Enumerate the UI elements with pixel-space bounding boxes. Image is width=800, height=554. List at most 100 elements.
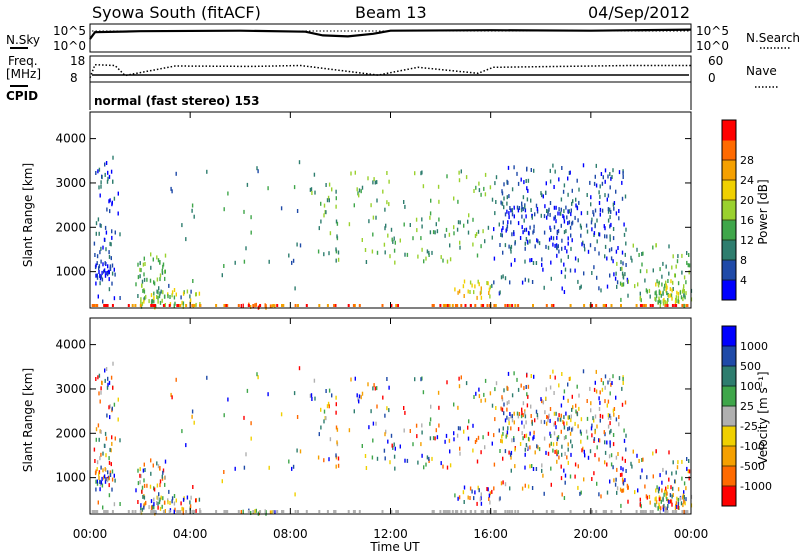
power-cell [508,194,510,199]
power-cell [510,208,512,213]
power-cell [153,280,155,285]
velocity-cell [516,377,518,382]
power-cell [420,171,422,176]
velocity-cell [137,481,140,486]
power-cell [542,194,544,199]
power-cell [638,253,640,257]
power-cell [580,233,582,238]
power-cell [464,304,467,307]
velocity-cell [615,417,618,422]
velocity-cell [505,434,507,439]
velocity-cell [578,393,580,398]
velocity-cell [153,486,155,491]
velocity-cell [156,501,158,505]
velocity-cell [562,420,564,424]
velocity-cell [662,496,664,501]
power-cell [429,215,431,220]
power-cell [524,241,526,246]
power-cell [108,287,111,292]
power-cell [576,178,578,183]
velocity-cell [576,384,578,389]
velocity-cell [600,494,602,499]
velocity-cell [179,510,182,513]
power-cell [250,215,252,220]
velocity-cell [106,510,109,513]
power-cell [519,236,522,240]
velocity-cell [425,462,427,467]
power-cell [604,244,607,249]
velocity-cell [365,466,368,470]
power-cell [554,169,556,174]
velocity-cell [195,498,197,503]
date-title: 04/Sep/2012 [588,3,690,22]
velocity-cell [667,503,669,508]
velocity-cell [390,433,393,438]
power-cell [473,290,475,295]
power-cell [517,221,520,226]
power-cell [552,242,554,247]
power-cell [365,260,368,264]
y-tick-label: 2000 [55,220,86,234]
velocity-cell [510,468,512,473]
colorbar-swatch [722,366,736,387]
power-cell [560,258,562,263]
velocity-cell [451,510,454,513]
velocity-cell [599,413,602,418]
power-cell [98,266,100,271]
velocity-cell [503,388,505,393]
power-cell [547,212,549,217]
power-cell [437,184,440,189]
power-cell [193,304,196,307]
velocity-cell [436,435,439,440]
colorbar-tick-label: -100 [740,440,765,453]
velocity-cell [686,457,688,461]
power-cell [546,209,548,213]
velocity-cell [583,449,585,454]
velocity-cell [522,401,525,406]
velocity-cell [320,407,322,412]
velocity-cell [457,405,459,410]
power-cell [318,226,320,231]
velocity-cell [468,419,470,424]
power-cell [101,175,103,180]
power-cell [549,212,551,217]
velocity-cell [593,418,595,423]
velocity-cell [298,366,301,371]
power-cell [373,177,375,182]
power-cell [382,189,384,194]
power-cell [621,266,623,271]
velocity-cell [280,412,283,417]
power-cell [99,273,101,278]
power-cell [99,223,101,228]
velocity-cell [158,492,160,497]
velocity-cell [526,392,528,397]
velocity-cell [545,387,547,392]
velocity-cell [328,457,330,462]
velocity-cell [568,415,570,420]
power-cell [583,271,585,276]
power-cell [507,220,509,225]
power-cell [567,192,569,197]
velocity-cell [532,436,534,441]
velocity-cell [593,437,596,442]
freq-panel-frame [89,55,692,83]
velocity-cell [453,431,455,436]
velocity-cell [171,499,173,504]
power-cell [173,303,175,308]
power-cell [580,284,582,289]
power-cell [558,207,560,212]
power-cell [594,247,596,252]
power-cell [625,227,627,232]
freq-unit: [MHz] [6,67,41,81]
velocity-cell [546,415,548,419]
y-tick-label: 4000 [55,338,86,352]
velocity-cell [530,404,532,409]
velocity-cell [159,506,162,511]
velocity-cell [185,510,188,513]
power-cell [265,304,267,309]
velocity-cell [98,437,100,442]
velocity-cell [640,504,642,509]
power-cell [182,291,185,296]
velocity-cell [517,510,520,513]
power-cell [545,244,547,249]
